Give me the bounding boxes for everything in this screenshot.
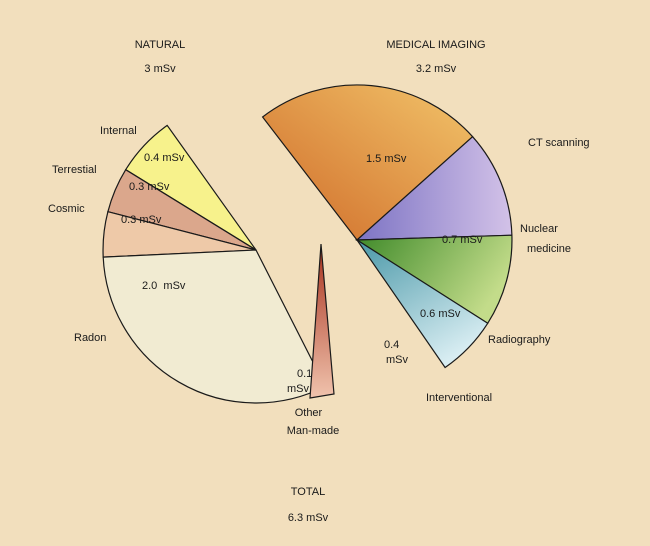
value-interventional-line-1: 0.4 [384,339,399,351]
label-cosmic: Cosmic [48,203,85,215]
label-nuclear-medicine-line-1: Nuclear [520,223,558,235]
natural-subtitle: 3 mSv [144,63,176,75]
medical-title: MEDICAL IMAGING [386,39,485,51]
label-nuclear-medicine: Nuclear medicine [520,223,571,255]
slice-ct-scanning [261,84,474,241]
slice-radiography [355,234,513,325]
medical-subtitle: 3.2 mSv [416,63,457,75]
label-other-line-1: Other [295,407,323,419]
label-radiography: Radiography [488,334,551,346]
label-radon: Radon [74,332,106,344]
label-nuclear-medicine-line-2: medicine [527,243,571,255]
value-other-line-2: mSv [287,383,310,395]
slice-nuclear-medicine [355,135,513,241]
value-other-man-made: 0.1 mSv [287,368,315,395]
label-other-line-2: Man-made [287,425,340,437]
value-terrestial: 0.3 mSv [129,181,170,193]
value-interventional: 0.4 mSv [384,339,409,366]
label-other-man-made: Other Man-made [287,407,340,437]
slice-interventional [356,239,489,369]
value-interventional-line-2: mSv [386,354,409,366]
label-internal: Internal [100,125,137,137]
value-radiography: 0.6 mSv [420,308,461,320]
value-nuclear-medicine: 0.7 mSv [442,234,483,246]
slice-radon [102,249,327,404]
value-other-line-1: 0.1 [297,368,312,380]
natural-title: NATURAL [135,39,186,51]
total-value: 6.3 mSv [288,512,329,524]
value-cosmic: 0.3 mSv [121,214,162,226]
label-ct-scanning: CT scanning [528,137,590,149]
value-internal: 0.4 mSv [144,152,185,164]
total-title: TOTAL [291,486,325,498]
value-radon: 2.0 mSv [142,280,186,292]
slice-other-man-made [309,243,335,399]
label-interventional: Interventional [426,392,492,404]
label-terrestial: Terrestial [52,164,97,176]
value-ct-scanning: 1.5 mSv [366,153,407,165]
